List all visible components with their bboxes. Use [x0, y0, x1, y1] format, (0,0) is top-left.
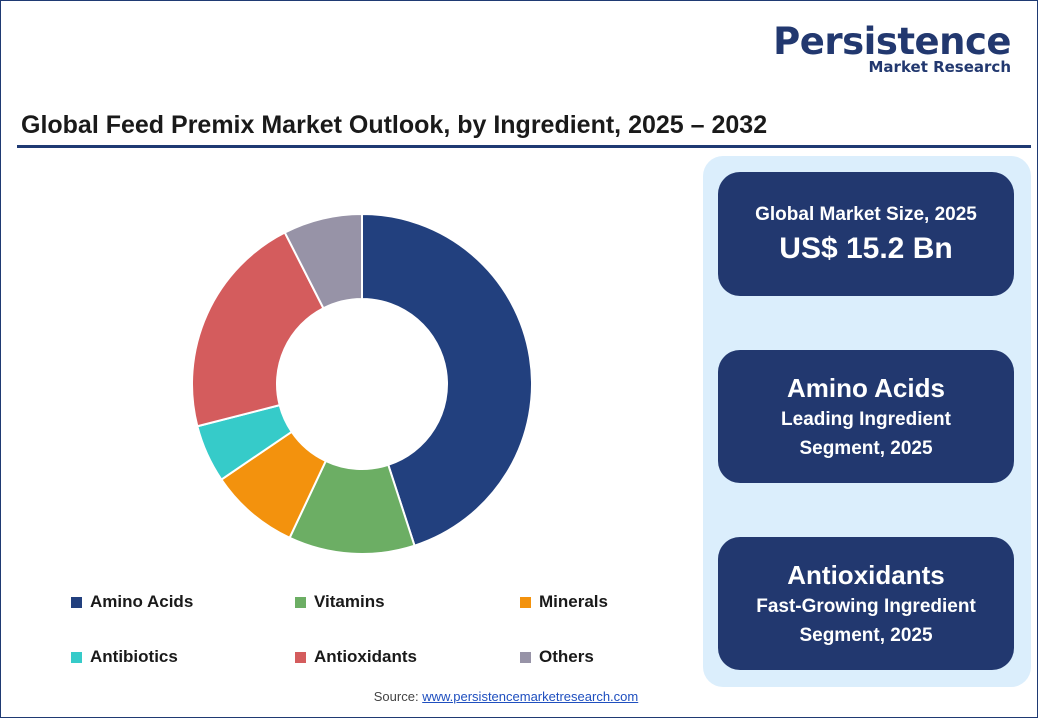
- leading-segment-line1: Leading Ingredient: [781, 408, 951, 430]
- legend-swatch: [71, 651, 82, 663]
- legend-swatch: [295, 596, 306, 608]
- source-link[interactable]: www.persistencemarketresearch.com: [422, 689, 639, 704]
- fast-growing-card: Antioxidants Fast-Growing Ingredient Seg…: [718, 537, 1014, 670]
- brand-name: Persistence: [773, 20, 1011, 63]
- legend-item-minerals: Minerals: [520, 592, 608, 612]
- legend-swatch: [71, 596, 82, 608]
- donut-chart: [191, 212, 534, 555]
- legend-label: Others: [539, 647, 594, 666]
- legend-label: Antibiotics: [90, 647, 178, 666]
- chart-title: Global Feed Premix Market Outlook, by In…: [21, 111, 768, 139]
- legend-label: Vitamins: [314, 592, 385, 611]
- source-line: Source: www.persistencemarketresearch.co…: [1, 689, 1011, 704]
- legend-swatch: [295, 651, 306, 663]
- legend-item-others: Others: [520, 647, 594, 667]
- legend-label: Amino Acids: [90, 592, 194, 611]
- market-size-value: US$ 15.2 Bn: [779, 231, 953, 265]
- leading-segment-line2: Segment, 2025: [799, 437, 933, 459]
- market-size-label: Global Market Size, 2025: [755, 203, 977, 225]
- leading-segment-card: Amino Acids Leading Ingredient Segment, …: [718, 350, 1014, 483]
- fast-growing-line2: Segment, 2025: [799, 624, 933, 646]
- brand-logo: Persistence Market Research: [773, 20, 1012, 76]
- donut-slice-others: [283, 212, 363, 310]
- source-label: Source:: [373, 689, 419, 704]
- legend-item-antibiotics: Antibiotics: [71, 647, 178, 667]
- legend-label: Antioxidants: [314, 647, 417, 666]
- legend-item-antioxidants: Antioxidants: [295, 647, 417, 667]
- donut-slice-antioxidants: [191, 231, 325, 428]
- leading-segment-name: Amino Acids: [787, 372, 945, 403]
- fast-growing-name: Antioxidants: [787, 559, 945, 590]
- legend-swatch: [520, 596, 531, 608]
- market-size-card: Global Market Size, 2025 US$ 15.2 Bn: [718, 172, 1014, 296]
- donut-slice-amino-acids: [361, 212, 534, 547]
- legend-swatch: [520, 651, 531, 663]
- brand-tagline: Market Research: [868, 58, 1012, 76]
- fast-growing-line1: Fast-Growing Ingredient: [756, 595, 976, 617]
- legend-item-vitamins: Vitamins: [295, 592, 385, 612]
- title-divider: [17, 145, 1031, 148]
- legend-label: Minerals: [539, 592, 608, 611]
- legend-item-amino-acids: Amino Acids: [71, 592, 193, 612]
